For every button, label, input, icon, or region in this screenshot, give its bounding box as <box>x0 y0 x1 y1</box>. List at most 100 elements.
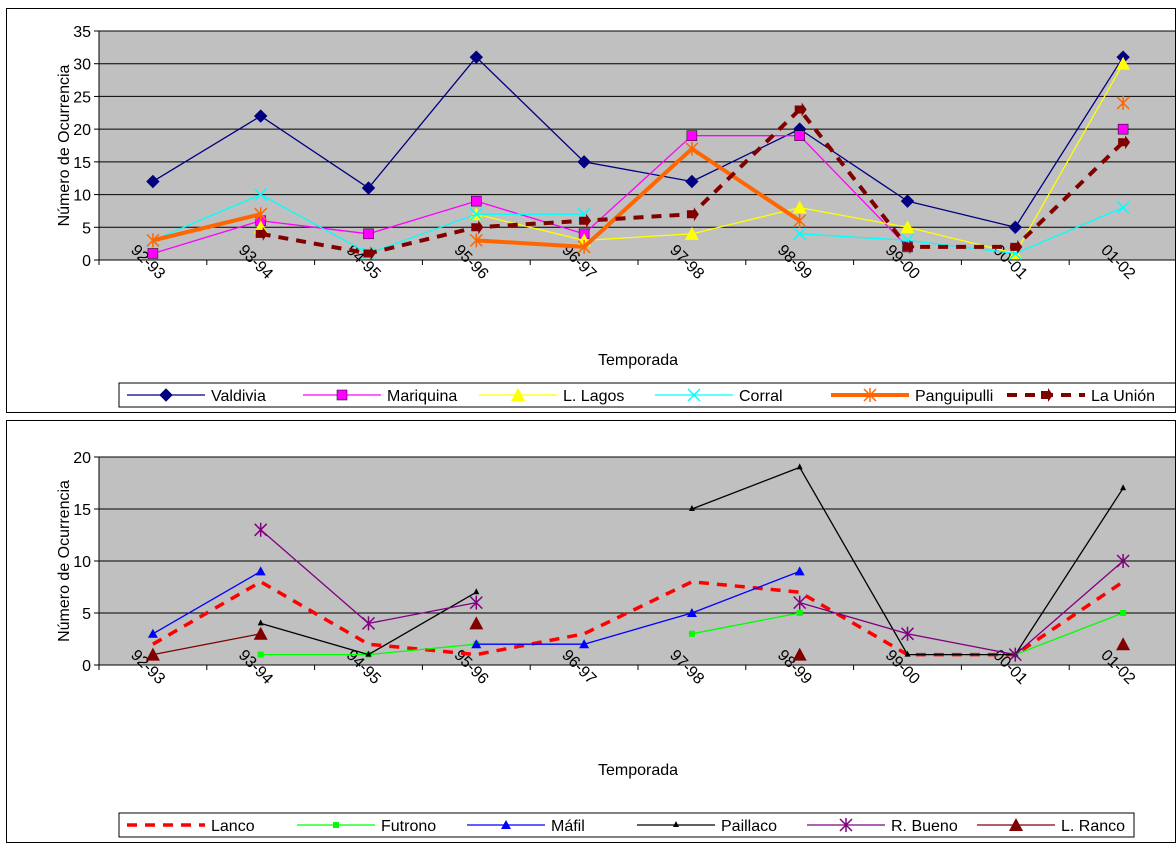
data-point <box>900 626 915 641</box>
legend-marker <box>159 388 173 402</box>
data-point <box>688 505 695 511</box>
data-point <box>685 141 699 156</box>
data-point <box>1008 220 1023 234</box>
data-point <box>363 228 374 240</box>
data-point <box>686 130 698 141</box>
legend-box <box>118 382 1175 408</box>
data-point <box>363 246 376 261</box>
data-point <box>361 616 376 631</box>
data-point <box>254 188 268 202</box>
data-point <box>794 566 805 576</box>
legend-box <box>118 812 1135 838</box>
legend-item: Mariquina <box>303 388 457 405</box>
series-valdivia <box>146 50 1130 234</box>
legend-label: Valdivia <box>211 388 266 405</box>
y-tick-label: 10 <box>73 554 91 571</box>
data-point <box>471 195 482 207</box>
data-point <box>1120 484 1127 491</box>
data-point <box>686 207 699 222</box>
data-point <box>469 616 484 630</box>
y-tick-label: 0 <box>82 253 91 270</box>
legend-marker <box>336 389 348 401</box>
y-axis-label: Número de Ocurrencia <box>56 480 73 642</box>
legend-item: Futrono <box>297 818 436 835</box>
plot-area <box>98 30 1175 261</box>
y-tick-label: 30 <box>73 57 91 74</box>
legend-item: La Unión <box>1007 388 1155 405</box>
data-point <box>1008 647 1022 662</box>
legend-item: Máfil <box>467 818 585 835</box>
legend: Lanco Futrono Máfil Paillaco R. Bueno L. Ranc… <box>118 812 1135 838</box>
data-point <box>904 650 911 657</box>
legend-label: Máfil <box>551 818 585 835</box>
data-point <box>254 207 268 222</box>
data-point <box>900 220 915 234</box>
legend-marker <box>1009 818 1023 831</box>
y-tick-label: 15 <box>73 502 91 519</box>
data-point <box>147 248 159 259</box>
legend-label: Futrono <box>381 818 436 835</box>
y-axis-label: Número de Ocurrencia <box>56 64 73 226</box>
legend-item: Panguipulli <box>831 388 993 405</box>
data-point <box>579 639 590 649</box>
data-point <box>1116 554 1130 568</box>
x-axis-label: Temporada <box>598 762 678 779</box>
data-point <box>1116 95 1130 110</box>
legend-label: Corral <box>739 388 783 405</box>
data-point <box>685 174 699 189</box>
data-point <box>469 207 483 221</box>
y-tick-label: 0 <box>82 658 91 675</box>
data-point <box>796 610 803 616</box>
legend-label: L. Ranco <box>1061 818 1125 835</box>
x-axis-label: Temporada <box>598 352 678 369</box>
data-point <box>793 227 807 241</box>
data-point <box>1116 637 1131 651</box>
y-tick-label: 5 <box>82 220 91 237</box>
series-la-uni-n <box>255 102 1131 261</box>
data-point <box>792 200 807 214</box>
legend-label: Paillaco <box>721 818 777 835</box>
data-point <box>146 174 160 189</box>
data-point <box>361 181 376 195</box>
data-point <box>577 155 591 169</box>
data-point <box>579 213 592 228</box>
data-point <box>684 226 699 240</box>
y-tick-label: 5 <box>82 606 91 623</box>
data-point <box>1118 135 1131 150</box>
legend-item: L. Lagos <box>479 388 624 405</box>
data-point <box>792 647 807 661</box>
data-point <box>146 233 160 248</box>
data-point <box>1116 201 1130 215</box>
data-point <box>257 651 264 658</box>
data-point <box>469 595 483 610</box>
data-point <box>365 650 372 657</box>
data-point <box>253 109 268 123</box>
series-line <box>152 570 800 645</box>
legend-marker <box>839 818 853 832</box>
legend-label: Mariquina <box>387 388 457 405</box>
legend-item: L. Ranco <box>977 818 1125 835</box>
data-point <box>255 226 268 241</box>
data-point <box>473 588 480 595</box>
data-point <box>686 608 697 617</box>
legend-label: La Unión <box>1091 388 1155 405</box>
data-point <box>253 626 268 640</box>
legend: Valdivia Mariquina L. Lagos Corral Panguipul… <box>118 382 1175 408</box>
data-point <box>793 595 807 610</box>
series-paillaco <box>257 463 1127 657</box>
data-point <box>471 639 482 649</box>
legend-item: Paillaco <box>637 818 777 835</box>
legend-item: Corral <box>655 388 783 405</box>
chart-bottom: 0 5 10 15 20 92-93 93-94 94-95 95-96 96-97 97-98 98… <box>6 420 1176 843</box>
y-tick-label: 15 <box>73 155 91 172</box>
y-tick-label: 25 <box>73 89 91 106</box>
legend-marker <box>863 388 877 402</box>
series-r-bueno <box>254 522 1130 662</box>
data-point <box>793 213 807 228</box>
y-tick-label: 10 <box>73 188 91 205</box>
data-point <box>469 50 484 64</box>
chart-top: 0 5 10 15 20 25 30 35 92-93 93-94 94-95 95-96 96-97 9… <box>6 8 1176 413</box>
legend-item: R. Bueno <box>807 818 958 835</box>
